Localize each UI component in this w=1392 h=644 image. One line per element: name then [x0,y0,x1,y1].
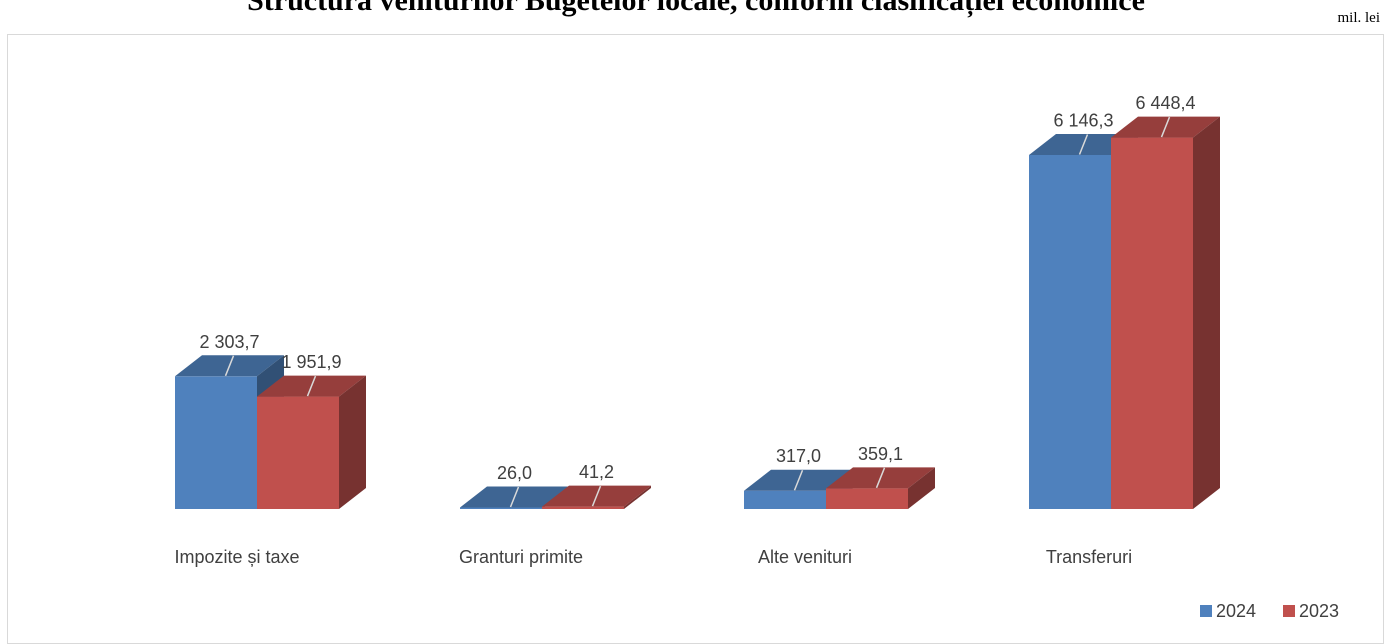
legend-swatch-2023 [1283,605,1295,617]
value-leader-line [509,486,520,508]
value-leader-line [875,467,886,489]
unit-label: mil. lei [1337,10,1381,26]
bar-2024-front [744,490,826,509]
legend-label: 2023 [1299,601,1339,621]
category-label: Impozite și taxe [174,547,299,567]
legend-swatch-2024 [1200,605,1212,617]
category-label: Transferuri [1046,547,1132,567]
value-leader-line [793,469,804,491]
value-leader-line [1078,134,1089,155]
category-label: Alte venituri [758,547,852,567]
value-leader-line [1160,116,1171,138]
bar-2024-front [175,376,257,509]
legend-label: 2024 [1216,601,1256,621]
value-label: 2 303,7 [199,332,259,352]
value-label: 1 951,9 [281,352,341,372]
value-label: 359,1 [858,444,903,464]
bar-2023-side [1193,116,1220,510]
value-label: 6 146,3 [1053,110,1113,130]
bar-2024-front [1029,154,1111,509]
bar-2023-side [908,467,935,509]
value-label: 317,0 [776,446,821,466]
bar-2023-side [339,375,366,509]
chart-title: Structura veniturilor Bugetelor locale, … [247,0,1145,17]
bar-2024-front [460,507,542,509]
value-label: 6 448,4 [1135,93,1195,113]
bar-2023-front [257,396,339,509]
bar-2023-front [826,488,908,509]
bar-2023-front [1111,137,1193,510]
value-label: 41,2 [579,462,614,482]
value-leader-line [591,485,602,507]
bar-2023-side [624,485,651,509]
category-label: Granturi primite [459,547,583,567]
value-leader-line [224,355,235,377]
value-leader-line [306,375,317,397]
value-label: 26,0 [497,463,532,483]
bar-2023-front [542,506,624,509]
